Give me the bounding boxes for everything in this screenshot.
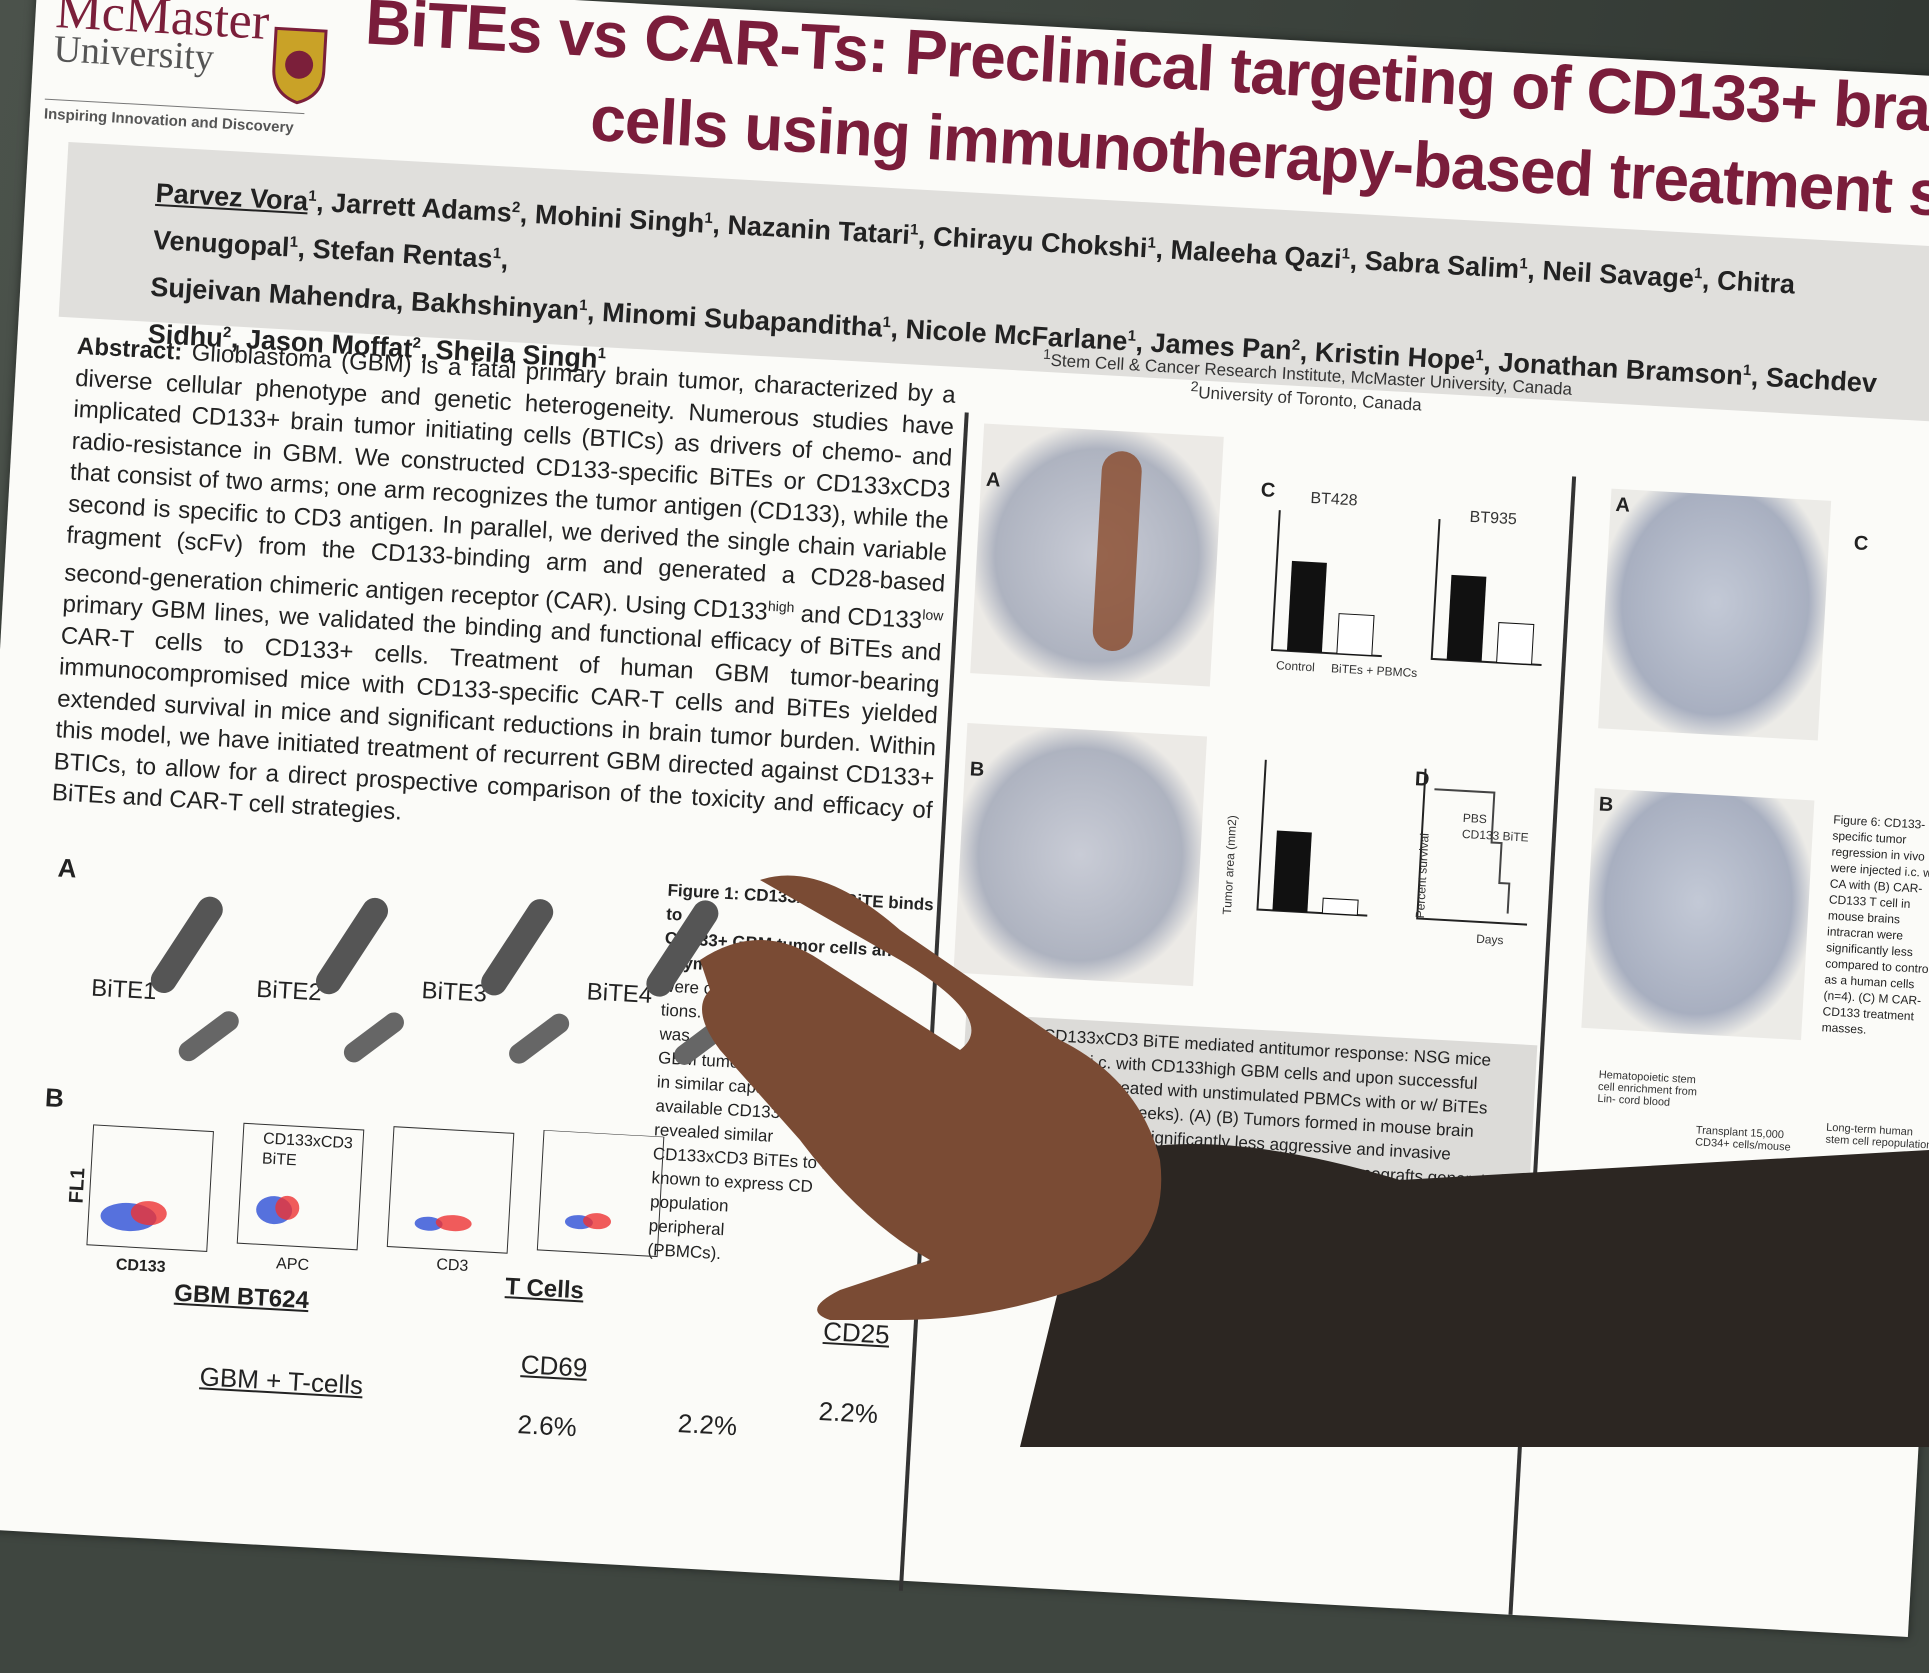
- poster: McMaster University Inspiring Innovation…: [0, 0, 1929, 1637]
- flow-plots: [86, 1122, 665, 1258]
- bars: [1272, 560, 1535, 916]
- fig4-charts: [1256, 510, 1542, 926]
- flow-frames: [86, 1122, 665, 1258]
- crest: [272, 26, 328, 105]
- page: Poster photo { "logo": {"name": "McMaste…: [0, 0, 1929, 1637]
- hand: [700, 875, 1162, 1320]
- photo: McMaster University Inspiring Innovation…: [0, 0, 1929, 1637]
- sleeve: [1020, 1144, 1929, 1447]
- flow-dots: [100, 1195, 612, 1232]
- hand-overlay: [700, 875, 1929, 1447]
